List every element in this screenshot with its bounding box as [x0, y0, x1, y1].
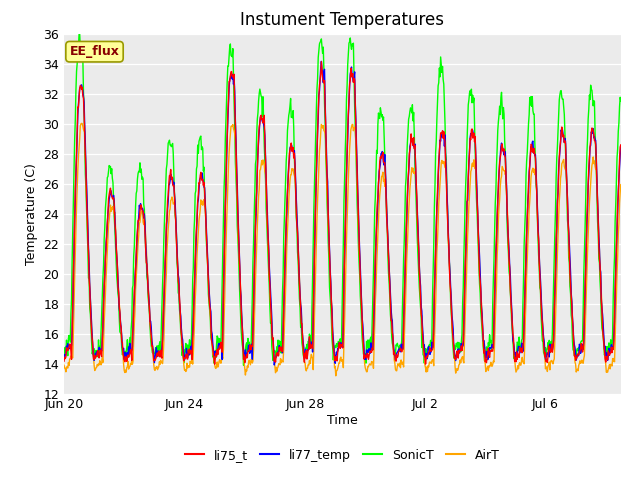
li75_t [317, 59, 325, 65]
AirT [112, 239, 120, 245]
li75_t [309, 308, 317, 314]
Line: SonicT: SonicT [64, 34, 621, 365]
li77_temp [437, 138, 445, 144]
AirT [348, 124, 355, 130]
li77_temp [381, 152, 388, 157]
Line: li77_temp: li77_temp [64, 61, 621, 365]
AirT [60, 362, 68, 368]
li77_temp [309, 319, 317, 325]
SonicT [617, 98, 625, 104]
li77_temp [317, 59, 325, 64]
SonicT [240, 362, 248, 368]
li75_t [617, 142, 625, 148]
li75_t [60, 359, 68, 364]
li75_t [339, 315, 347, 321]
li75_t [211, 361, 218, 367]
li77_temp [617, 144, 625, 150]
SonicT [339, 239, 347, 245]
SonicT [310, 207, 317, 213]
AirT [77, 120, 85, 126]
Text: EE_flux: EE_flux [70, 45, 120, 58]
AirT [309, 367, 317, 372]
Legend: li75_t, li77_temp, SonicT, AirT: li75_t, li77_temp, SonicT, AirT [180, 444, 505, 467]
AirT [381, 183, 388, 189]
li77_temp [348, 64, 355, 70]
li75_t [381, 160, 388, 166]
Line: li75_t: li75_t [64, 62, 621, 364]
Title: Instument Temperatures: Instument Temperatures [241, 11, 444, 29]
Y-axis label: Temperature (C): Temperature (C) [25, 163, 38, 264]
AirT [437, 171, 445, 177]
li77_temp [271, 362, 278, 368]
AirT [339, 365, 347, 371]
SonicT [381, 153, 388, 159]
li75_t [437, 130, 445, 136]
SonicT [112, 256, 120, 262]
li75_t [348, 74, 355, 80]
AirT [617, 182, 625, 188]
SonicT [60, 354, 68, 360]
Line: AirT: AirT [64, 123, 621, 376]
li77_temp [60, 353, 68, 359]
AirT [332, 373, 340, 379]
li77_temp [111, 227, 119, 232]
SonicT [348, 47, 355, 52]
li75_t [111, 228, 119, 233]
X-axis label: Time: Time [327, 414, 358, 427]
SonicT [437, 54, 445, 60]
SonicT [76, 31, 83, 37]
li77_temp [339, 321, 347, 327]
